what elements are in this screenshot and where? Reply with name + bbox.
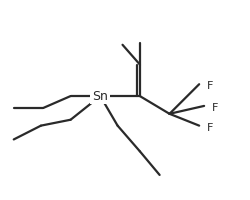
Text: F: F [212, 103, 218, 113]
Text: F: F [206, 81, 213, 91]
Text: Sn: Sn [92, 90, 108, 103]
Text: F: F [206, 123, 213, 133]
